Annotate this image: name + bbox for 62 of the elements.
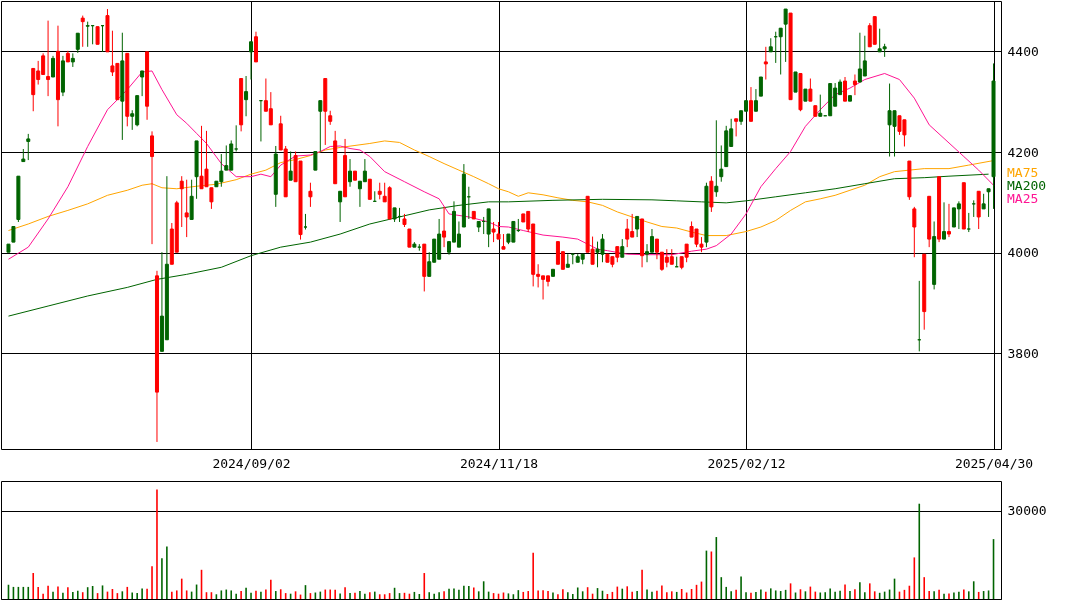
candlestick bbox=[26, 133, 31, 161]
candlestick bbox=[625, 218, 630, 248]
series-label: MA25 bbox=[1007, 191, 1039, 206]
candlestick bbox=[753, 88, 758, 112]
candlestick bbox=[778, 27, 783, 75]
candlestick bbox=[85, 21, 90, 48]
candlestick bbox=[734, 118, 739, 137]
candlestick bbox=[318, 100, 323, 153]
candlestick bbox=[209, 187, 214, 210]
candlestick bbox=[179, 175, 184, 228]
candlestick bbox=[620, 238, 625, 258]
y-tick-label: 4400 bbox=[1007, 43, 1039, 59]
candlestick bbox=[348, 158, 353, 188]
candlestick bbox=[491, 221, 496, 243]
candlestick bbox=[75, 32, 80, 54]
x-tick-label: 2024/11/18 bbox=[459, 455, 539, 471]
candlestick bbox=[719, 144, 724, 183]
candlestick bbox=[748, 86, 753, 122]
y-tick-label: 4200 bbox=[1007, 144, 1039, 160]
candlestick bbox=[649, 228, 654, 253]
candlestick bbox=[189, 179, 194, 220]
candlestick bbox=[80, 15, 85, 48]
candlestick bbox=[407, 228, 412, 248]
candlestick bbox=[51, 55, 56, 78]
candlestick bbox=[912, 206, 917, 258]
candlestick bbox=[758, 76, 763, 97]
candlestick bbox=[852, 73, 857, 96]
y-tick-label: 3800 bbox=[1007, 345, 1039, 361]
candlestick bbox=[338, 190, 343, 223]
x-tick-label: 2025/04/30 bbox=[954, 455, 1034, 471]
candlestick bbox=[942, 201, 947, 240]
candlestick bbox=[714, 119, 719, 198]
candlestick bbox=[367, 178, 372, 200]
candlestick bbox=[313, 151, 318, 171]
candlestick bbox=[843, 76, 848, 102]
candlestick bbox=[46, 20, 51, 97]
candlestick bbox=[442, 206, 447, 248]
candlestick bbox=[808, 78, 813, 102]
candlestick bbox=[783, 8, 788, 63]
candlestick bbox=[234, 124, 239, 153]
candlestick bbox=[635, 215, 640, 238]
candlestick bbox=[308, 182, 313, 208]
candlestick bbox=[249, 41, 254, 81]
series-label: MA200 bbox=[1007, 178, 1047, 193]
candlestick bbox=[946, 203, 951, 238]
candlestick bbox=[966, 212, 971, 233]
candlestick bbox=[288, 151, 293, 181]
candlestick bbox=[244, 75, 249, 117]
candlestick bbox=[793, 71, 798, 93]
candlestick bbox=[818, 94, 823, 117]
candlestick bbox=[268, 91, 273, 126]
candlestick bbox=[140, 70, 145, 97]
x-tick-label: 2024/09/02 bbox=[212, 455, 291, 471]
candlestick bbox=[150, 130, 155, 245]
y-tick-label: 4000 bbox=[1007, 245, 1039, 261]
candlestick bbox=[986, 188, 991, 218]
x-tick-label: 2025/02/12 bbox=[707, 455, 786, 471]
candlestick bbox=[184, 179, 189, 238]
series-label: MA75 bbox=[1007, 165, 1039, 180]
y-tick-label: 30000 bbox=[1007, 503, 1047, 518]
candlestick bbox=[763, 46, 768, 81]
candlestick bbox=[956, 200, 961, 230]
